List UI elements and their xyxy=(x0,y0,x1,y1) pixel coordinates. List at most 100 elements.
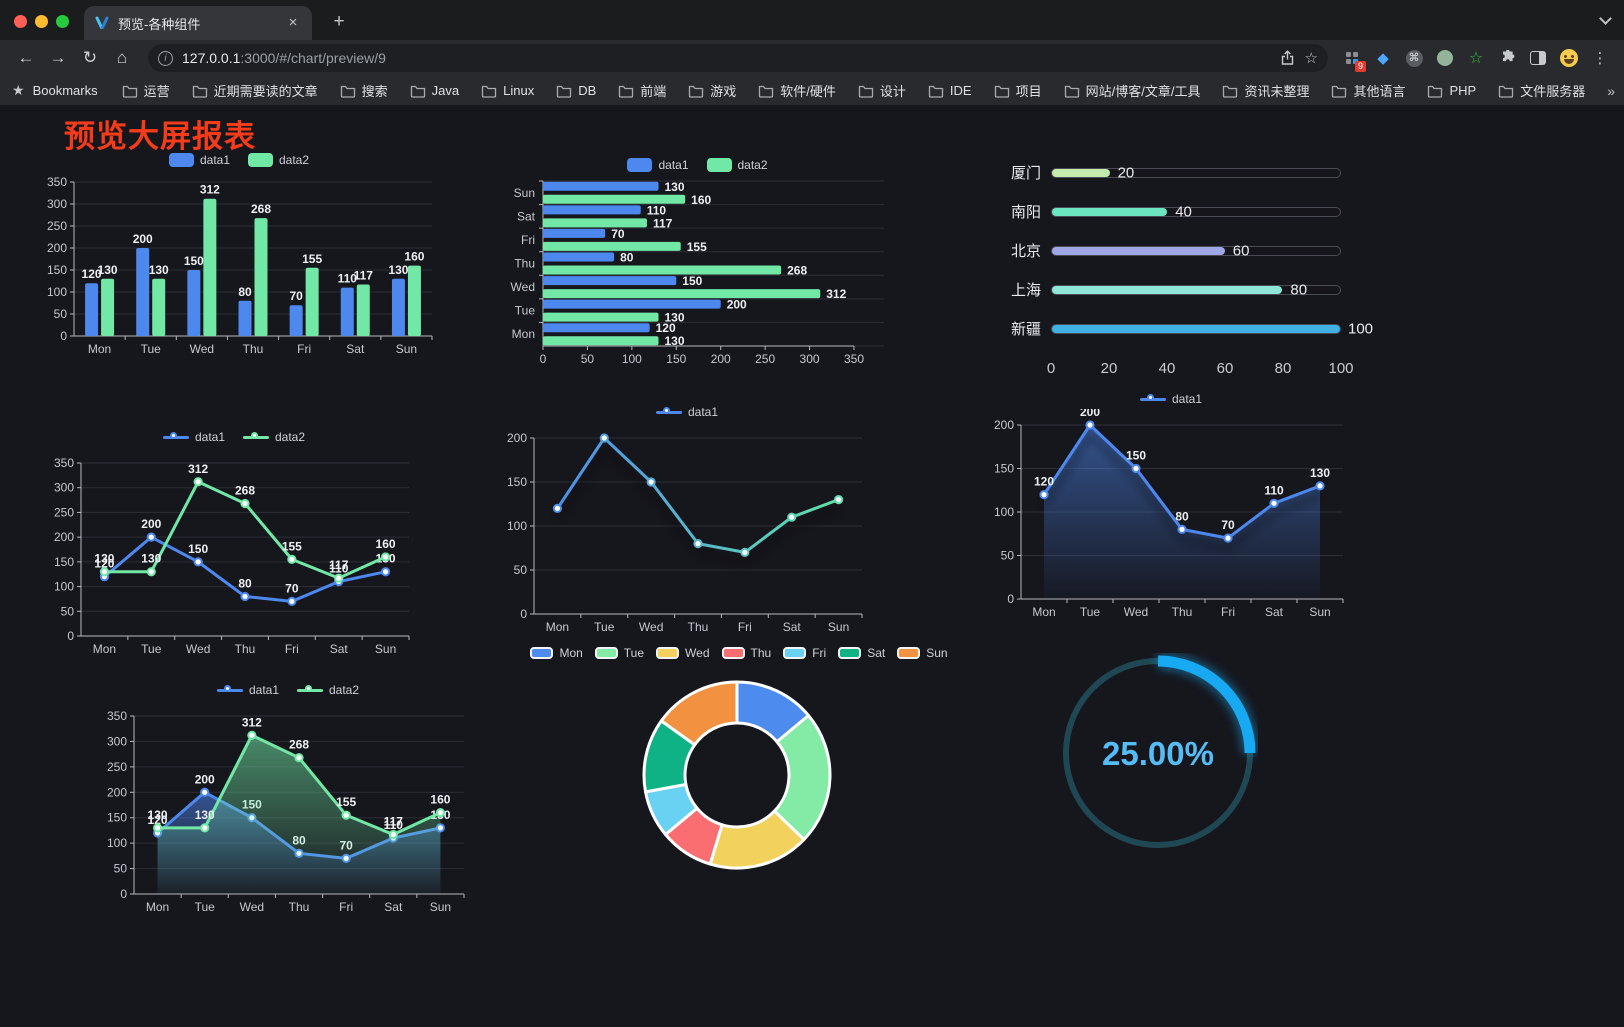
legend-item[interactable]: Fri xyxy=(783,646,826,660)
legend-item[interactable]: data2 xyxy=(248,153,309,167)
svg-text:100: 100 xyxy=(994,505,1014,519)
minimize-window-button[interactable] xyxy=(35,15,48,28)
svg-text:117: 117 xyxy=(329,558,349,572)
browser-tab[interactable]: 预览-各种组件 × xyxy=(84,6,312,40)
extension-star-icon[interactable]: ☆ xyxy=(1468,50,1484,67)
legend-swatch xyxy=(297,683,323,697)
side-panel-icon[interactable] xyxy=(1526,46,1550,70)
svg-text:200: 200 xyxy=(711,352,731,366)
extension-circle-icon[interactable] xyxy=(1433,46,1457,70)
legend-item[interactable]: Sun xyxy=(897,646,948,660)
bookmark-item[interactable]: 软件/硬件 xyxy=(758,81,836,100)
forward-button[interactable]: → xyxy=(49,48,67,67)
legend-swatch xyxy=(162,430,189,444)
bookmark-item[interactable]: 近期需要读的文章 xyxy=(192,81,318,100)
profile-avatar-icon[interactable] xyxy=(1557,46,1581,70)
donut-chart: Mon Tue Wed Thu Fri Sat Sun xyxy=(530,643,948,903)
legend-swatch xyxy=(655,405,682,419)
back-button[interactable]: ← xyxy=(17,48,35,67)
legend-item[interactable]: data1 xyxy=(627,158,689,172)
line-chart-canvas: 0 50 100 150 200 250 300 350 Mon Tue Wed Thu Fri Sat S… xyxy=(45,447,423,662)
grouped-bar-chart: data1 data2 0 50 100 150 200 250 300 350 Mon Tue We… xyxy=(38,150,440,362)
legend-item[interactable]: data1 xyxy=(216,683,279,697)
bookmark-item[interactable]: 游戏 xyxy=(688,81,736,100)
svg-text:312: 312 xyxy=(242,715,262,729)
bookmarks-label[interactable]: Bookmarks xyxy=(32,83,98,98)
legend-item[interactable]: data1 xyxy=(168,153,230,167)
legend-item[interactable]: data1 xyxy=(655,405,718,419)
svg-text:70: 70 xyxy=(611,227,625,241)
new-tab-button[interactable]: + xyxy=(333,11,345,32)
close-window-button[interactable] xyxy=(14,15,27,28)
svg-text:117: 117 xyxy=(354,269,374,283)
svg-text:130: 130 xyxy=(98,263,118,277)
site-info-icon[interactable]: i xyxy=(158,50,173,66)
window-controls[interactable] xyxy=(14,15,69,28)
svg-text:Sun: Sun xyxy=(1309,605,1330,619)
bookmark-item[interactable]: 设计 xyxy=(858,81,906,100)
svg-text:110: 110 xyxy=(384,818,404,832)
bar-chart-legend: data1 data2 xyxy=(38,150,440,170)
reload-button[interactable]: ↻ xyxy=(82,48,98,67)
browser-menu-icon[interactable]: ⋮ xyxy=(1592,50,1608,67)
progress-row: 新疆 100 xyxy=(1010,320,1374,338)
svg-text:70: 70 xyxy=(285,581,299,595)
legend-item[interactable]: Thu xyxy=(721,646,771,660)
bar-chart-canvas: 0 50 100 150 200 250 300 350 Mon Tue Wed Thu Fri Sat S… xyxy=(38,170,440,362)
legend-item[interactable]: Wed xyxy=(656,646,710,660)
url-text[interactable]: 127.0.0.1:3000/#/chart/preview/9 xyxy=(182,50,386,66)
tab-close-icon[interactable]: × xyxy=(288,14,298,31)
bookmark-item[interactable]: PHP xyxy=(1427,81,1476,100)
bookmark-item[interactable]: 项目 xyxy=(994,81,1042,100)
tab-title: 预览-各种组件 xyxy=(118,16,201,32)
svg-text:Tue: Tue xyxy=(195,900,216,914)
legend-swatch xyxy=(594,647,618,659)
legend-item[interactable]: data1 xyxy=(162,430,225,444)
legend-item[interactable]: data2 xyxy=(706,158,768,172)
bookmark-item[interactable]: 资讯未整理 xyxy=(1222,81,1309,100)
tab-search-chevron-icon[interactable] xyxy=(1599,12,1612,25)
legend-item[interactable]: data1 xyxy=(1139,392,1202,406)
svg-text:Sat: Sat xyxy=(517,209,536,223)
bookmark-item[interactable]: 网站/博客/文章/工具 xyxy=(1064,81,1200,100)
legend-item[interactable]: data2 xyxy=(243,430,305,444)
svg-text:Fri: Fri xyxy=(738,620,752,634)
legend-item[interactable]: data2 xyxy=(297,683,359,697)
svg-text:80: 80 xyxy=(238,576,252,590)
extension-grid-icon[interactable]: 9 xyxy=(1340,46,1366,72)
extension-gem-icon[interactable]: ◆ xyxy=(1377,50,1389,67)
legend-swatch xyxy=(168,153,194,167)
bookmarks-star-icon[interactable]: ★ xyxy=(12,82,25,98)
legend-swatch xyxy=(216,683,243,697)
svg-text:160: 160 xyxy=(691,193,711,207)
extension-command-icon[interactable]: ⌘ xyxy=(1402,46,1426,70)
bookmark-item[interactable]: Java xyxy=(410,81,459,100)
bookmarks-overflow-icon[interactable]: » xyxy=(1607,82,1616,99)
bookmark-item[interactable]: 运营 xyxy=(122,81,170,100)
favicon-icon xyxy=(95,16,109,29)
zoom-window-button[interactable] xyxy=(56,15,69,28)
bookmark-item[interactable]: 文件服务器 xyxy=(1498,81,1585,100)
svg-text:117: 117 xyxy=(653,216,673,230)
svg-text:350: 350 xyxy=(844,352,864,366)
extensions-puzzle-icon[interactable] xyxy=(1495,46,1519,70)
legend-item[interactable]: Sat xyxy=(838,646,885,660)
legend-item[interactable]: Tue xyxy=(594,646,644,660)
bookmark-item[interactable]: DB xyxy=(556,81,596,100)
bookmark-star-icon[interactable]: ☆ xyxy=(1304,50,1318,67)
address-bar[interactable]: i 127.0.0.1:3000/#/chart/preview/9 ☆ xyxy=(148,44,1328,72)
legend-item[interactable]: Mon xyxy=(530,646,583,660)
hbar-chart-canvas: 0 50 100 150 200 250 300 350 Mon 120 130 Tue 200 130 W… xyxy=(505,175,890,370)
svg-text:Fri: Fri xyxy=(285,642,299,656)
bookmark-item[interactable]: Linux xyxy=(481,81,534,100)
svg-text:Wed: Wed xyxy=(511,280,535,294)
svg-text:50: 50 xyxy=(581,352,595,366)
home-button[interactable]: ⌂ xyxy=(116,48,128,67)
bookmark-item[interactable]: 前端 xyxy=(618,81,666,100)
svg-text:Thu: Thu xyxy=(514,257,535,271)
bookmark-item[interactable]: 搜索 xyxy=(340,81,388,100)
share-icon[interactable] xyxy=(1280,50,1295,66)
bookmark-item[interactable]: 其他语言 xyxy=(1331,81,1405,100)
bookmark-item[interactable]: IDE xyxy=(928,81,972,100)
svg-text:268: 268 xyxy=(251,202,271,216)
